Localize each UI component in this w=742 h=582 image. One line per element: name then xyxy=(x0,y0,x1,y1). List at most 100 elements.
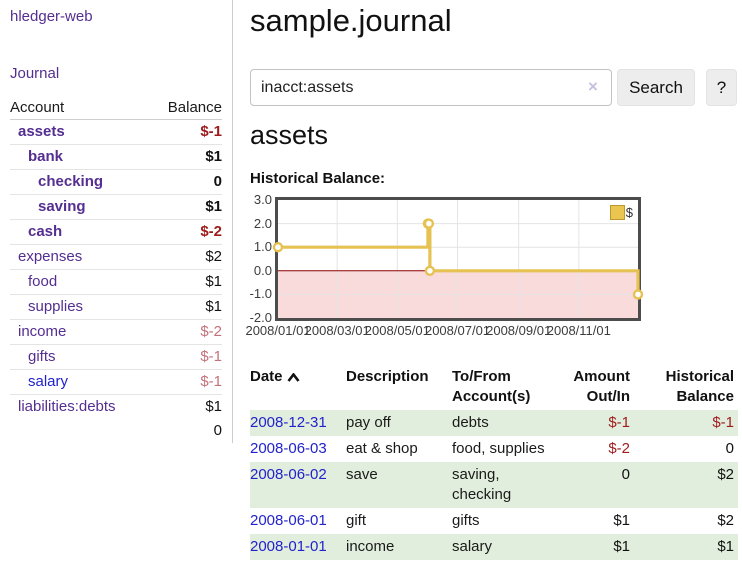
main-content: sample.journal × Search ? assets Histori… xyxy=(245,0,742,582)
account-balance: 0 xyxy=(150,169,222,195)
amount-column-header: Amount Out/In xyxy=(573,368,630,405)
account-link[interactable]: saving xyxy=(38,198,86,215)
account-row: bank $1 xyxy=(10,144,222,170)
x-axis-tick-label: 2008/09/01 xyxy=(486,323,552,338)
legend-swatch-icon xyxy=(609,205,625,220)
account-balance: $1 xyxy=(150,194,222,220)
account-balance: $-1 xyxy=(150,344,222,370)
account-link[interactable]: food xyxy=(28,273,58,290)
account-balance: $-2 xyxy=(150,219,222,245)
legend-label: $ xyxy=(625,205,633,220)
transaction-balance: $2 xyxy=(634,462,738,508)
transaction-description: pay off xyxy=(346,410,452,436)
transaction-amount: $1 xyxy=(613,512,630,529)
account-row: liabilities:debts $1 xyxy=(10,394,222,419)
transaction-description: gift xyxy=(346,512,367,529)
sidebar: hledger-web Journal Account Balance asse… xyxy=(0,0,233,443)
app-title-link[interactable]: hledger-web xyxy=(10,8,93,25)
account-link[interactable]: assets xyxy=(18,123,65,140)
account-balance: $1 xyxy=(150,294,222,320)
account-link[interactable]: supplies xyxy=(28,298,84,315)
transaction-row: 2008-06-01 gift gifts $1 $2 xyxy=(250,508,738,534)
transaction-date-link[interactable]: 2008-06-03 xyxy=(250,440,327,457)
chart-plot-svg xyxy=(272,200,644,318)
account-link[interactable]: liabilities:debts xyxy=(18,398,116,415)
transaction-date-link[interactable]: 2008-06-02 xyxy=(250,466,327,483)
transaction-accounts: gifts xyxy=(452,512,480,529)
transaction-description: eat & shop xyxy=(346,440,418,457)
y-axis-tick-label: 2.0 xyxy=(253,215,272,231)
transaction-amount: $1 xyxy=(556,534,634,560)
transaction-row: 2008-06-03 eat & shop food, supplies $-2… xyxy=(250,436,738,462)
y-axis-tick-label: 3.0 xyxy=(253,192,272,207)
chart-legend: $ xyxy=(609,205,633,220)
account-row: gifts $-1 xyxy=(10,344,222,370)
account-balance: $1 xyxy=(150,269,222,295)
help-button[interactable]: ? xyxy=(706,69,737,106)
account-balance: $1 xyxy=(150,394,222,419)
transaction-row: 2008-12-31 pay off debts $-1 $-1 xyxy=(250,410,738,436)
account-row: salary $-1 xyxy=(10,369,222,395)
accounts-balance-table: Account Balance assets $-1 bank $1 check… xyxy=(10,96,222,443)
historical-balance-chart: 3.0 2.0 1.0 0.0 -1.0 -2.0 $ 2008/01/01 2008/03… xyxy=(239,193,649,343)
clear-search-icon[interactable]: × xyxy=(588,77,598,96)
account-row: cash $-2 xyxy=(10,219,222,245)
transaction-row: 2008-01-01 income salary $1 $1 xyxy=(250,534,738,560)
account-row: assets $-1 xyxy=(10,120,222,145)
y-axis-tick-label: -1.0 xyxy=(249,286,272,302)
sidebar-item-journal[interactable]: Journal xyxy=(10,65,60,82)
account-link[interactable]: expenses xyxy=(18,248,83,265)
search-button[interactable]: Search xyxy=(617,69,695,106)
transaction-date-link[interactable]: 2008-12-31 xyxy=(250,414,327,431)
x-axis-tick-label: 2008/07/01 xyxy=(424,323,491,338)
chart-title: Historical Balance: xyxy=(250,170,386,187)
transaction-row: 2008-06-02 save saving, checking 0 $2 xyxy=(250,462,738,508)
x-axis-tick-label: 2008/03/01 xyxy=(304,323,370,338)
account-balance: $2 xyxy=(150,244,222,270)
account-balance: $-1 xyxy=(200,123,222,140)
transaction-balance: $1 xyxy=(634,534,738,560)
account-row: income $-2 xyxy=(10,319,222,345)
transaction-balance: $2 xyxy=(717,512,734,529)
account-link[interactable]: gifts xyxy=(28,348,56,365)
search-input[interactable] xyxy=(250,69,612,106)
search-form: × Search ? xyxy=(250,69,742,106)
y-axis-tick-label: -2.0 xyxy=(249,310,272,325)
transaction-date-link[interactable]: 2008-01-01 xyxy=(250,538,327,555)
x-axis-tick-label: 2008/11/01 xyxy=(546,323,611,338)
register-header-row: Date Description To/From Account(s) Amou… xyxy=(250,364,738,410)
balance-column-header: Balance xyxy=(150,96,222,120)
account-link[interactable]: cash xyxy=(28,223,63,240)
y-axis-tick-label: 0.0 xyxy=(253,262,272,278)
y-axis-tick-label: 1.0 xyxy=(253,239,272,255)
date-column-header[interactable]: Date xyxy=(250,364,346,410)
x-axis-tick-label: 2008/01/01 xyxy=(245,323,311,338)
account-row: expenses $2 xyxy=(10,244,222,270)
transaction-amount: $-1 xyxy=(556,410,634,436)
account-link[interactable]: income xyxy=(18,323,67,340)
transaction-date-link[interactable]: 2008-06-01 xyxy=(250,512,327,529)
account-link[interactable]: salary xyxy=(28,373,69,390)
page-title: sample.journal xyxy=(250,3,452,38)
sort-ascending-icon xyxy=(286,373,300,382)
account-heading: assets xyxy=(250,120,329,150)
account-row: food $1 xyxy=(10,269,222,295)
balance-column-header-register: Historical Balance xyxy=(665,368,734,405)
transaction-balance: 0 xyxy=(725,440,734,457)
account-row: saving $1 xyxy=(10,194,222,220)
transaction-accounts: food, supplies xyxy=(452,440,545,457)
account-link[interactable]: bank xyxy=(28,148,64,165)
chart-plot-area: $ xyxy=(272,197,644,321)
accounts-total-row: 0 xyxy=(10,419,222,443)
account-balance: $1 xyxy=(150,144,222,170)
account-row: checking 0 xyxy=(10,169,222,195)
transaction-description: income xyxy=(346,534,452,560)
account-link[interactable]: checking xyxy=(38,173,104,190)
x-axis-tick-label: 2008/05/01 xyxy=(364,323,430,338)
account-row: supplies $1 xyxy=(10,294,222,320)
account-balance: $-2 xyxy=(150,319,222,345)
transaction-amount: $-2 xyxy=(608,440,630,457)
transaction-balance: $-1 xyxy=(634,410,738,436)
accounts-total-value: 0 xyxy=(213,422,222,439)
account-balance: $-1 xyxy=(150,369,222,395)
